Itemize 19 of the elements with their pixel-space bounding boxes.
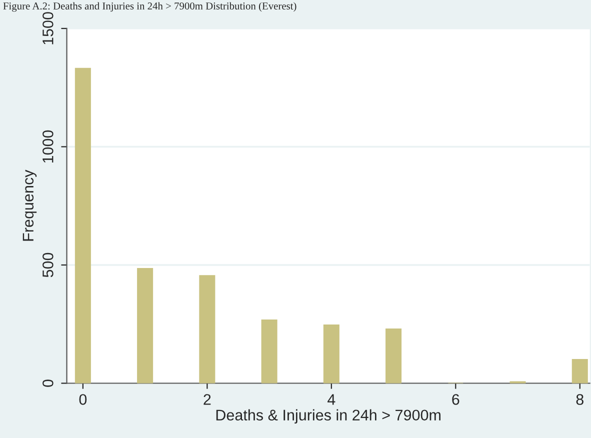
chart-title: Figure A.2: Deaths and Injuries in 24h > 7900m Distribution (Everest) bbox=[3, 2, 296, 12]
bar bbox=[572, 359, 588, 384]
bar bbox=[74, 68, 91, 384]
y-axis-title: Frequency bbox=[22, 170, 37, 241]
x-axis-title: Deaths & Injuries in 24h > 7900m bbox=[216, 409, 440, 424]
x-tick-label: 6 bbox=[452, 394, 460, 405]
bar bbox=[323, 324, 340, 384]
y-tick-label: 0 bbox=[42, 380, 54, 387]
bar bbox=[199, 275, 216, 384]
bar bbox=[386, 328, 402, 384]
y-tick-label: 1000 bbox=[42, 130, 54, 163]
bar bbox=[137, 268, 154, 384]
bar bbox=[261, 320, 278, 384]
x-tick-label: 0 bbox=[79, 394, 87, 405]
x-tick-label: 4 bbox=[328, 394, 336, 405]
y-tick-label: 1500 bbox=[42, 12, 54, 44]
x-tick-label: 2 bbox=[204, 394, 211, 405]
x-tick-label: 8 bbox=[576, 394, 584, 405]
y-tick-label: 500 bbox=[42, 252, 54, 278]
